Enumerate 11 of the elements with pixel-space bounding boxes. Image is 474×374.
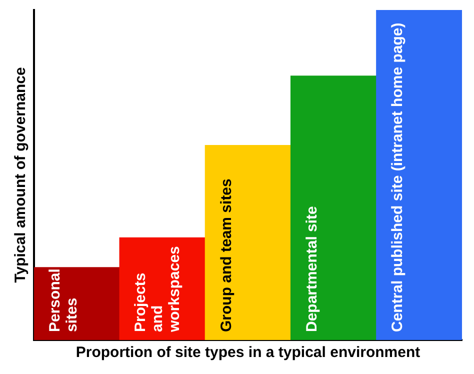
x-tick-label: Central published site (intranet home page): [389, 22, 406, 332]
bar: [204, 144, 292, 340]
x-tick-label: Projects and workspaces: [132, 246, 184, 333]
bar: [290, 76, 377, 340]
x-tick-label: Departmental site: [303, 206, 320, 332]
y-axis-title: Typical amount of governance: [12, 67, 30, 283]
bar: [376, 10, 462, 340]
bar: [34, 267, 120, 340]
x-axis-title: Proportion of site types in a typical environment: [76, 344, 420, 362]
x-tick-label: Personal sites: [46, 268, 81, 332]
x-tick-label: Group and team sites: [218, 178, 235, 332]
